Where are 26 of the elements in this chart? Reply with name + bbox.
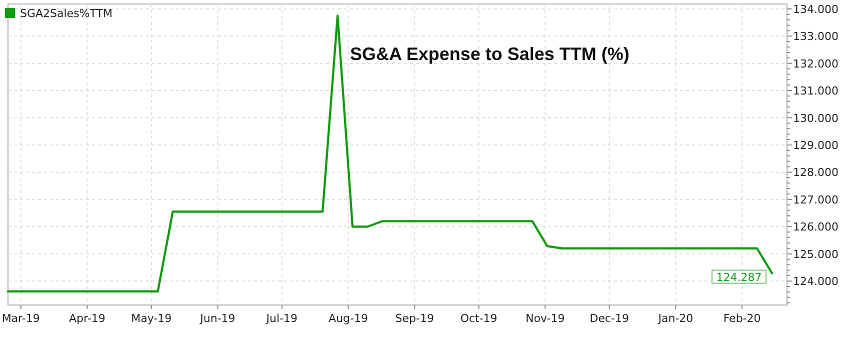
y-tick-label: 127.000 bbox=[793, 193, 838, 206]
x-tick-label: Apr-19 bbox=[69, 312, 106, 325]
y-tick-label: 126.000 bbox=[793, 220, 838, 234]
y-tick-label: 133.000 bbox=[793, 30, 838, 44]
y-tick-label: 130.000 bbox=[793, 112, 838, 125]
x-tick-label: May-19 bbox=[131, 312, 172, 325]
y-tick-label: 134.000 bbox=[793, 2, 838, 16]
y-tick-label: 132.000 bbox=[793, 57, 838, 70]
x-tick-label: Dec-19 bbox=[590, 312, 630, 325]
x-tick-label: Sep-19 bbox=[395, 312, 434, 325]
text: SG&A Expense to Sales TTM (%) bbox=[350, 44, 630, 64]
x-tick-label: Jun-19 bbox=[199, 312, 236, 325]
legend-label: SGA2Sales%TTM bbox=[20, 7, 112, 20]
x-tick-label: Feb-20 bbox=[723, 312, 761, 325]
x-tick-label: Aug-19 bbox=[328, 312, 368, 325]
y-tick-label: 131.000 bbox=[793, 84, 838, 98]
x-tick-label: Nov-19 bbox=[526, 312, 565, 325]
x-tick-label: Oct-19 bbox=[460, 312, 498, 325]
x-tick-label: Jul-19 bbox=[265, 312, 298, 325]
annotation: 124.287 bbox=[716, 271, 762, 284]
y-tick-label: 124.000 bbox=[793, 275, 838, 288]
y-tick-label: 125.000 bbox=[793, 248, 838, 261]
x-tick-label: Jan-20 bbox=[657, 312, 694, 325]
y-tick-label: 128.000 bbox=[793, 166, 838, 180]
x-tick-label: Mar-19 bbox=[2, 312, 40, 325]
y-tick-label: 129.000 bbox=[793, 138, 838, 152]
